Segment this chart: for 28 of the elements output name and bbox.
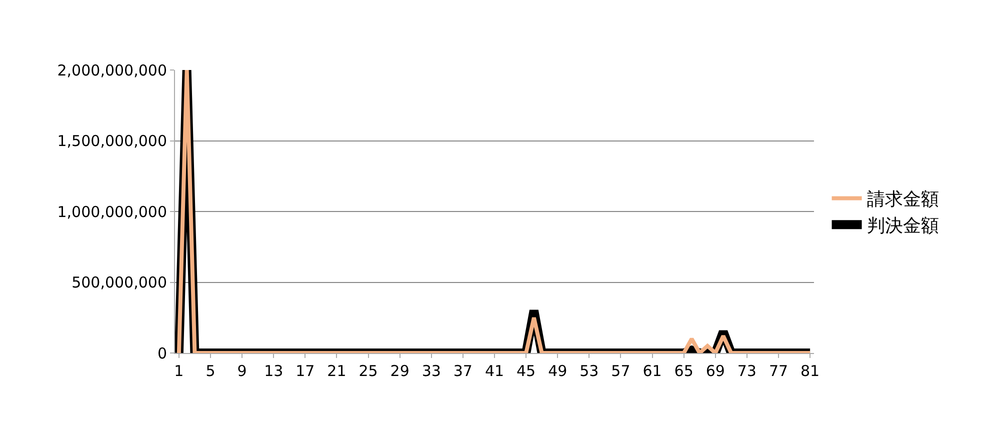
x-tick-label: 73 [737,362,756,380]
x-tick-label: 77 [768,362,788,380]
x-tick-label: 61 [642,362,662,380]
x-tick-label: 33 [422,362,441,380]
y-tick-label: 500,000,000 [72,274,167,292]
x-tick-label: 9 [237,362,247,380]
x-tick-label: 21 [327,362,346,380]
y-tick-label: 0 [157,344,167,362]
x-tick-label: 5 [206,362,216,380]
x-tick-label: 13 [264,362,284,380]
y-tick-label: 1,000,000,000 [57,202,167,221]
legend-label: 判決金額 [866,216,939,237]
x-tick-label: 29 [390,362,410,380]
x-tick-label: 45 [516,362,536,380]
y-tick-label: 1,500,000,000 [57,132,167,150]
x-tick-label: 1 [174,362,184,380]
x-tick-label: 57 [611,362,630,380]
x-tick-label: 49 [548,362,568,380]
x-tick-label: 25 [358,362,378,380]
x-tick-label: 81 [800,362,820,380]
x-tick-label: 41 [484,362,504,380]
legend-label: 請求金額 [866,189,939,210]
x-tick-label: 37 [453,362,472,380]
x-tick-label: 17 [296,362,315,380]
x-tick-label: 53 [580,362,599,380]
x-tick-label: 65 [674,362,694,380]
y-tick-label: 2,000,000,000 [57,61,167,80]
x-tick-label: 69 [706,362,725,380]
